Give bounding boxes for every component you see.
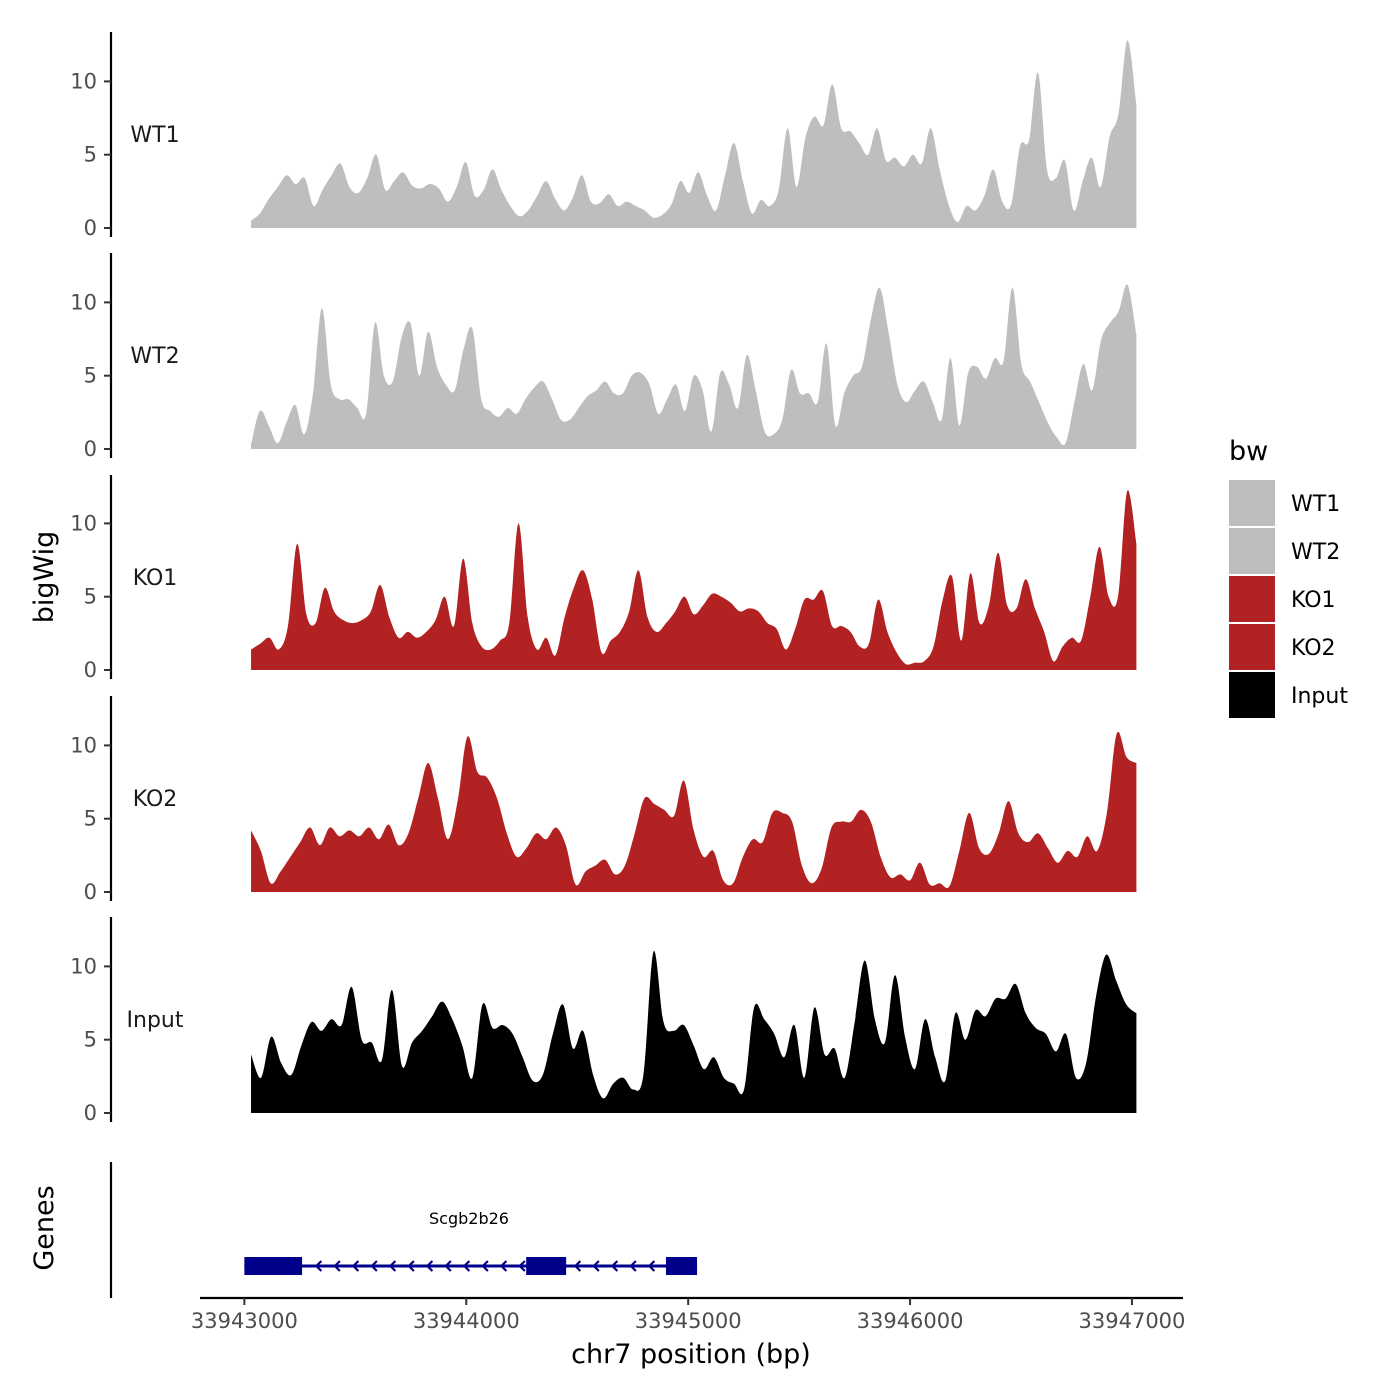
x-axis-ticks: 33943000 33944000 33945000 33946000 33947000: [191, 1298, 1185, 1333]
track-label-wt2: WT2: [130, 344, 179, 369]
legend-item-ko2: KO2: [1229, 624, 1336, 670]
x-tick-label: 33947000: [1079, 1309, 1186, 1333]
strand-arrow: [629, 1260, 637, 1272]
x-tick-label: 33945000: [635, 1309, 742, 1333]
y-tick-label: 5: [84, 585, 97, 609]
strand-arrow: [370, 1260, 378, 1272]
strand-arrow: [518, 1260, 526, 1272]
y-tick-label: 10: [70, 290, 97, 314]
area-ko1: [251, 490, 1137, 670]
gene-exon: [665, 1257, 698, 1275]
strand-arrow: [314, 1260, 323, 1272]
strand-arrow: [481, 1260, 489, 1272]
track-wt2: 0 5 10 WT2: [70, 253, 1137, 461]
x-tick-label: 33944000: [413, 1309, 520, 1333]
area-ko2: [251, 731, 1137, 892]
legend-swatch: [1229, 528, 1275, 574]
track-label-ko2: KO2: [133, 787, 178, 812]
legend-swatch: [1229, 480, 1275, 526]
area-wt2: [251, 284, 1137, 449]
y-tick-label: 5: [84, 1028, 97, 1052]
legend-item-wt1: WT1: [1229, 480, 1340, 526]
strand-arrow: [592, 1260, 600, 1272]
strand-arrow: [610, 1260, 619, 1272]
strand-arrow: [388, 1260, 397, 1272]
bigwig-tracks: 0 5 10 WT1 0 5 10 WT2 0 5 10 KO1 0 5 10 KO2 0 5 10 Input: [70, 32, 1137, 1125]
genes-track: Scgb2b26: [109, 1162, 1183, 1300]
legend-item-input: Input: [1229, 672, 1348, 718]
area-wt1: [251, 40, 1137, 229]
legend-item-wt2: WT2: [1229, 528, 1340, 574]
legend-label: Input: [1291, 684, 1348, 709]
gene-exon: [526, 1257, 567, 1275]
y-tick-label: 0: [84, 216, 97, 240]
legend-label: KO1: [1291, 588, 1336, 613]
legend-label: KO2: [1291, 636, 1336, 661]
y-tick-label: 0: [84, 658, 97, 682]
legend-swatch: [1229, 576, 1275, 622]
legend-title: bw: [1229, 436, 1268, 467]
track-wt1: 0 5 10 WT1: [70, 32, 1137, 240]
y-tick-label: 10: [70, 511, 97, 535]
track-ko1: 0 5 10 KO1: [70, 475, 1137, 682]
legend-item-ko1: KO1: [1229, 576, 1336, 622]
track-input: 0 5 10 Input: [70, 917, 1137, 1125]
legend-swatch: [1229, 672, 1275, 718]
x-tick-label: 33943000: [191, 1309, 298, 1333]
legend-label: WT1: [1291, 492, 1340, 517]
y-tick-label: 0: [84, 880, 97, 904]
strand-arrow: [573, 1260, 582, 1272]
strand-arrow: [425, 1260, 434, 1272]
y-axis-title: bigWig: [29, 531, 60, 624]
gene-label: Scgb2b26: [429, 1209, 509, 1228]
track-ko2: 0 5 10 KO2: [70, 696, 1137, 904]
strand-arrow: [499, 1260, 508, 1272]
strand-arrow: [333, 1260, 341, 1272]
x-axis-title: chr7 position (bp): [571, 1339, 811, 1370]
strand-arrow: [444, 1260, 452, 1272]
y-tick-label: 10: [70, 733, 97, 757]
legend-label: WT2: [1291, 540, 1340, 565]
gene-model: [244, 1257, 698, 1275]
y-tick-label: 10: [70, 954, 97, 978]
track-label-input: Input: [127, 1008, 184, 1033]
strand-arrow: [647, 1260, 656, 1272]
y-tick-label: 5: [84, 807, 97, 831]
y-tick-label: 5: [84, 364, 97, 388]
strand-arrow: [462, 1260, 471, 1272]
y-tick-label: 10: [70, 69, 97, 93]
area-input: [251, 950, 1137, 1113]
track-label-ko1: KO1: [133, 566, 178, 591]
gene-exon: [244, 1257, 303, 1275]
genes-axis-title: Genes: [29, 1185, 60, 1270]
legend-swatch: [1229, 624, 1275, 670]
y-tick-label: 0: [84, 437, 97, 461]
legend: bw WT1 WT2 KO1 KO2 Input: [1229, 436, 1348, 718]
y-tick-label: 5: [84, 143, 97, 167]
y-tick-label: 0: [84, 1101, 97, 1125]
legend-items: WT1 WT2 KO1 KO2 Input: [1229, 480, 1348, 718]
strand-arrow: [351, 1260, 360, 1272]
x-tick-label: 33946000: [857, 1309, 964, 1333]
track-label-wt1: WT1: [130, 123, 179, 148]
strand-arrow: [407, 1260, 415, 1272]
